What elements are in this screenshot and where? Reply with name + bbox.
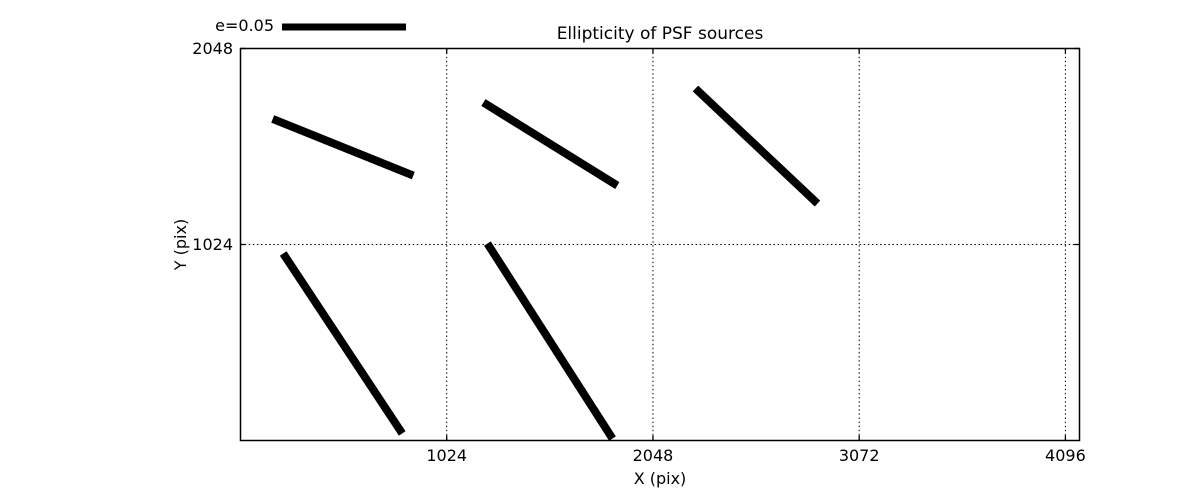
y-tick-label: 2048 xyxy=(192,39,233,58)
tick-layer xyxy=(240,47,1080,441)
ellipticity-whisker xyxy=(692,85,821,207)
x-tick-label: 1024 xyxy=(426,446,467,465)
legend-label: e=0.05 xyxy=(215,16,274,35)
x-tick-label: 2048 xyxy=(633,446,674,465)
tick-label-layer: 1024 2048 3072 4096 1024 2048 xyxy=(192,39,1085,465)
ellipticity-whisker xyxy=(271,115,415,180)
x-tick-label: 3072 xyxy=(839,446,880,465)
y-tick-label: 1024 xyxy=(192,235,233,254)
ellipticity-whisker xyxy=(481,99,620,189)
whisker-segment-layer xyxy=(271,85,821,441)
ellipticity-whisker xyxy=(279,251,406,436)
x-axis-label: X (pix) xyxy=(634,469,687,488)
chart-title: Ellipticity of PSF sources xyxy=(557,24,764,44)
x-tick-label: 4096 xyxy=(1045,446,1086,465)
y-axis-label: Y (pix) xyxy=(171,219,190,271)
ellipticity-whisker xyxy=(484,241,616,441)
